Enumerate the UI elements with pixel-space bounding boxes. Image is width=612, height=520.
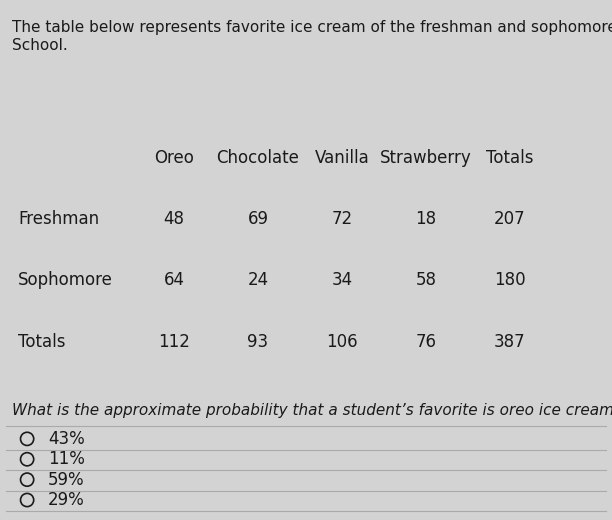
Text: 387: 387 [494, 332, 526, 350]
Text: What is the approximate probability that a student’s favorite is oreo ice cream?: What is the approximate probability that… [12, 402, 612, 418]
Text: Chocolate: Chocolate [217, 149, 299, 167]
Text: 18: 18 [416, 210, 436, 228]
Text: 76: 76 [416, 332, 436, 350]
Text: 58: 58 [416, 271, 436, 290]
Text: Freshman: Freshman [18, 210, 99, 228]
Text: 59%: 59% [48, 471, 84, 489]
Text: Vanilla: Vanilla [315, 149, 370, 167]
Text: Totals: Totals [18, 332, 65, 350]
Text: 64: 64 [163, 271, 185, 290]
Text: 24: 24 [247, 271, 269, 290]
Text: 93: 93 [247, 332, 269, 350]
Text: 207: 207 [494, 210, 526, 228]
Text: 106: 106 [326, 332, 358, 350]
Text: Strawberry: Strawberry [380, 149, 472, 167]
Text: 69: 69 [247, 210, 269, 228]
Text: 29%: 29% [48, 491, 85, 509]
Text: 43%: 43% [48, 430, 85, 448]
Text: The table below represents favorite ice cream of the freshman and sophomores at : The table below represents favorite ice … [12, 20, 612, 53]
Text: 34: 34 [332, 271, 353, 290]
Text: 112: 112 [158, 332, 190, 350]
Text: Totals: Totals [486, 149, 534, 167]
Text: 180: 180 [494, 271, 526, 290]
Text: 48: 48 [163, 210, 185, 228]
Text: 72: 72 [332, 210, 353, 228]
Text: Sophomore: Sophomore [18, 271, 113, 290]
Text: Oreo: Oreo [154, 149, 194, 167]
Text: 11%: 11% [48, 450, 85, 468]
